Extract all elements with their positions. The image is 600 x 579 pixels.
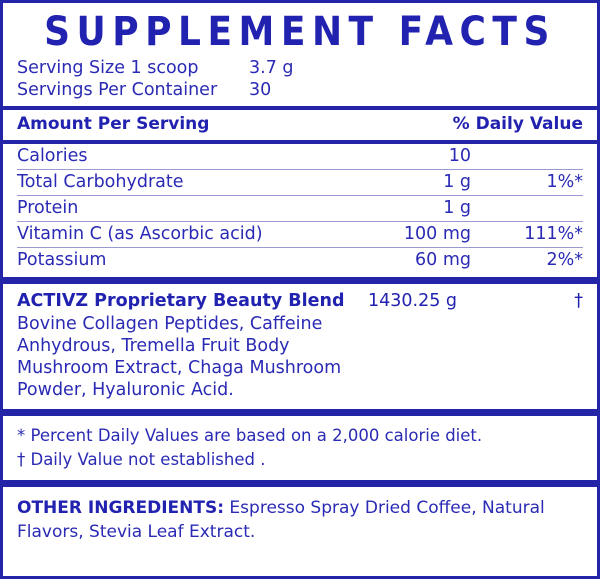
nutrient-name: Total Carbohydrate: [17, 172, 184, 192]
proprietary-blend-row: ACTIVZ Proprietary Beauty Blend 1430.25 …: [17, 290, 583, 312]
daily-value-header: % Daily Value: [452, 114, 583, 134]
proprietary-blend-section: ACTIVZ Proprietary Beauty Blend 1430.25 …: [3, 284, 597, 409]
blend-name: ACTIVZ Proprietary Beauty Blend: [17, 291, 345, 311]
blend-amount: 1430.25 g: [368, 291, 458, 311]
nutrient-amount: 100 mg: [403, 224, 471, 244]
blend-ingredients: Bovine Collagen Peptides, Caffeine Anhyd…: [17, 314, 342, 400]
servings-per-container-value: 30: [249, 80, 272, 100]
nutrient-daily-value: 111%*: [524, 224, 583, 244]
footnotes: * Percent Daily Values are based on a 2,…: [3, 416, 597, 480]
nutrient-amount: 10: [448, 146, 471, 166]
nutrient-name: Protein: [17, 198, 79, 218]
other-ingredients-section: OTHER INGREDIENTS: Espresso Spray Dried …: [3, 487, 597, 554]
table-row: Vitamin C (as Ascorbic acid) 100 mg 111%…: [17, 222, 583, 247]
servings-per-container-row: Servings Per Container 30: [17, 79, 583, 101]
row-divider: [17, 195, 583, 196]
table-row: Potassium 60 mg 2%*: [17, 248, 583, 273]
serving-info: Serving Size 1 scoop 3.7 g Servings Per …: [3, 55, 597, 106]
footnote-dagger: † Daily Value not established .: [17, 450, 266, 469]
divider-above-table-header: [3, 106, 597, 110]
row-divider: [17, 247, 583, 248]
row-divider: [17, 169, 583, 170]
nutrient-table: Calories 10 Total Carbohydrate 1 g 1%* P…: [3, 144, 597, 273]
nutrient-amount: 1 g: [443, 172, 471, 192]
serving-size-label: Serving Size 1 scoop: [17, 58, 199, 78]
nutrient-daily-value: 2%*: [546, 250, 583, 270]
nutrient-daily-value: 1%*: [546, 172, 583, 192]
table-row: Protein 1 g: [17, 196, 583, 221]
serving-size-row: Serving Size 1 scoop 3.7 g: [17, 57, 583, 79]
nutrient-amount: 60 mg: [415, 250, 471, 270]
divider-above-footnotes: [3, 409, 597, 416]
serving-size-value: 3.7 g: [249, 58, 294, 78]
table-row: Total Carbohydrate 1 g 1%*: [17, 170, 583, 195]
divider-above-blend: [3, 277, 597, 284]
nutrient-name: Vitamin C (as Ascorbic acid): [17, 224, 263, 244]
divider-above-other-ingredients: [3, 480, 597, 487]
amount-per-serving-header: Amount Per Serving: [17, 114, 210, 134]
title-block: SUPPLEMENT FACTS: [3, 3, 597, 55]
row-divider: [17, 221, 583, 222]
table-row: Calories 10: [17, 144, 583, 169]
other-ingredients-heading: OTHER INGREDIENTS:: [17, 498, 225, 518]
nutrient-name: Calories: [17, 146, 88, 166]
servings-per-container-label: Servings Per Container: [17, 80, 218, 100]
other-ingredients-text: Espresso Spray Dried Coffee, Natural Fla…: [17, 498, 545, 542]
divider-below-table-header: [3, 140, 597, 144]
page-title: SUPPLEMENT FACTS: [44, 9, 556, 55]
table-header-row: Amount Per Serving % Daily Value: [3, 110, 597, 140]
nutrient-amount: 1 g: [443, 198, 471, 218]
nutrient-name: Potassium: [17, 250, 107, 270]
footnote-asterisk: * Percent Daily Values are based on a 2,…: [17, 426, 483, 445]
blend-daily-value-dagger: †: [574, 291, 583, 311]
